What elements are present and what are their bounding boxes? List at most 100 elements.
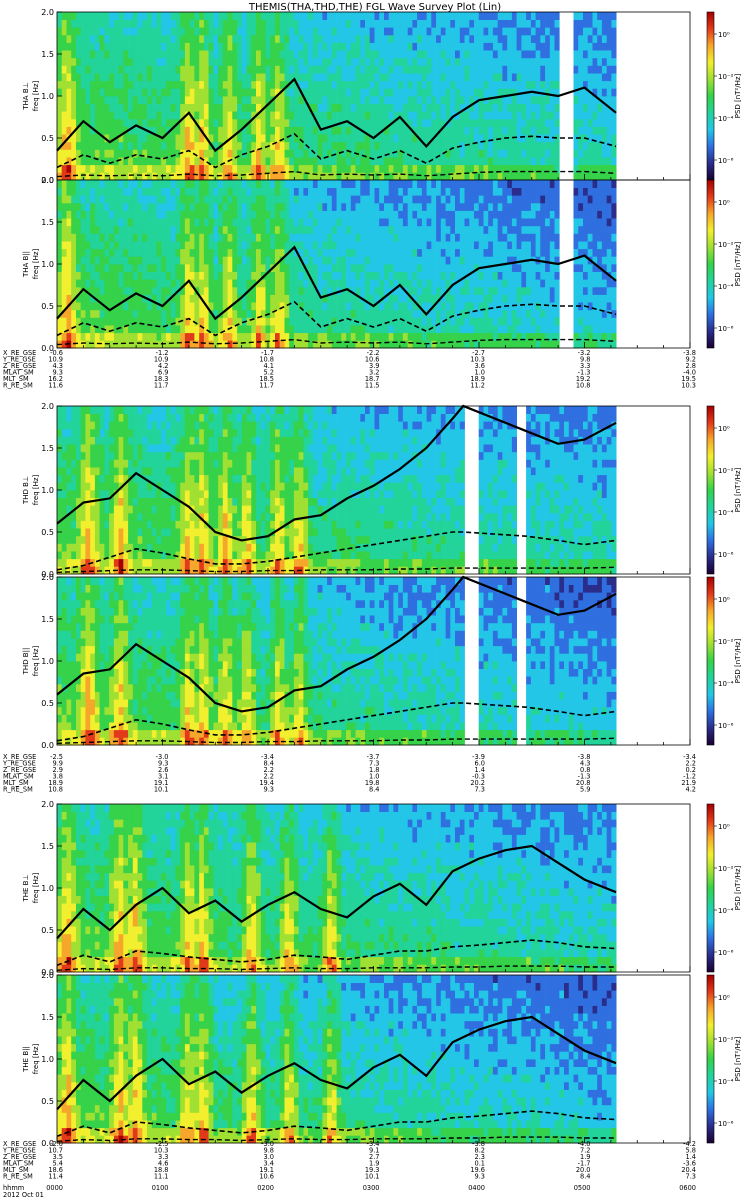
heatmap-cell	[459, 302, 465, 311]
heatmap-cell	[251, 279, 257, 288]
heatmap-cell	[455, 279, 461, 288]
heatmap-cell	[412, 103, 418, 112]
heatmap-cell	[166, 332, 172, 341]
heatmap-cell	[440, 141, 446, 150]
heatmap-cell	[384, 57, 390, 66]
heatmap-cell	[445, 332, 451, 341]
heatmap-cell	[175, 225, 181, 234]
heatmap-cell	[251, 50, 257, 59]
heatmap-cell	[66, 19, 72, 28]
heatmap-cell	[507, 279, 513, 288]
heatmap-cell	[583, 141, 589, 150]
heatmap-cell	[455, 332, 461, 341]
heatmap-cell	[587, 302, 593, 311]
heatmap-cell	[488, 149, 494, 158]
heatmap-cell	[459, 340, 465, 349]
heatmap-cell	[256, 164, 262, 173]
heatmap-cell	[142, 302, 148, 311]
heatmap-cell	[57, 325, 63, 334]
heatmap-cell	[260, 149, 266, 158]
heatmap-cell	[232, 302, 238, 311]
heatmap-cell	[175, 157, 181, 166]
heatmap-cell	[540, 256, 546, 265]
heatmap-cell	[393, 42, 399, 51]
heatmap-cell	[530, 317, 536, 326]
heatmap-cell	[436, 340, 442, 349]
heatmap-cell	[436, 302, 442, 311]
heatmap-cell	[421, 88, 427, 97]
heatmap-cell	[322, 218, 328, 227]
heatmap-cell	[346, 19, 352, 28]
heatmap-cell	[137, 118, 143, 127]
heatmap-cell	[232, 96, 238, 104]
heatmap-cell	[350, 279, 356, 288]
heatmap-cell	[265, 218, 271, 227]
heatmap-cell	[478, 65, 484, 74]
heatmap-cell	[445, 149, 451, 158]
heatmap-cell	[530, 187, 536, 196]
heatmap-cell	[199, 27, 205, 36]
heatmap-cell	[421, 302, 427, 311]
heatmap-cell	[426, 172, 432, 181]
heatmap-cell	[241, 241, 247, 250]
heatmap-cell	[256, 195, 262, 204]
heatmap-cell	[147, 325, 153, 334]
heatmap-cell	[379, 12, 385, 20]
heatmap-cell	[199, 202, 205, 211]
heatmap-cell	[147, 42, 153, 51]
heatmap-cell	[346, 42, 352, 51]
heatmap-cell	[388, 210, 394, 219]
heatmap-cell	[412, 73, 418, 82]
heatmap-cell	[474, 264, 480, 272]
heatmap-cell	[170, 42, 176, 51]
heatmap-cell	[374, 210, 380, 219]
heatmap-cell	[492, 202, 498, 211]
heatmap-cell	[554, 317, 560, 326]
heatmap-cell	[478, 149, 484, 158]
heatmap-cell	[440, 12, 446, 20]
heatmap-cell	[601, 50, 607, 59]
heatmap-cell	[436, 96, 442, 104]
heatmap-cell	[275, 294, 281, 303]
heatmap-cell	[417, 202, 423, 211]
heatmap-cell	[123, 279, 129, 288]
heatmap-cell	[540, 34, 546, 43]
heatmap-cell	[147, 248, 153, 257]
heatmap-cell	[85, 50, 91, 59]
heatmap-cell	[488, 118, 494, 127]
heatmap-cell	[166, 34, 172, 43]
heatmap-cell	[407, 88, 413, 97]
heatmap-cell	[431, 164, 437, 173]
y-tick-label: 1.5	[41, 50, 54, 59]
heatmap-cell	[289, 309, 295, 318]
heatmap-cell	[189, 42, 195, 51]
heatmap-cell	[455, 264, 461, 272]
heatmap-cell	[365, 210, 371, 219]
heatmap-cell	[384, 111, 390, 120]
heatmap-cell	[284, 210, 290, 219]
heatmap-cell	[516, 325, 522, 334]
heatmap-cell	[66, 34, 72, 43]
heatmap-cell	[284, 12, 290, 20]
heatmap-cell	[208, 317, 214, 326]
heatmap-cell	[308, 187, 314, 196]
heatmap-cell	[549, 103, 555, 112]
heatmap-cell	[308, 325, 314, 334]
heatmap-cell	[393, 141, 399, 150]
heatmap-cell	[374, 256, 380, 265]
heatmap-cell	[355, 164, 361, 173]
heatmap-cell	[237, 302, 243, 311]
heatmap-cell	[459, 157, 465, 166]
heatmap-cell	[369, 264, 375, 272]
heatmap-cell	[260, 279, 266, 288]
heatmap-cell	[308, 264, 314, 272]
heatmap-cell	[222, 271, 228, 280]
heatmap-cell	[431, 340, 437, 349]
heatmap-cell	[265, 65, 271, 74]
heatmap-cell	[213, 65, 219, 74]
heatmap-cell	[109, 241, 115, 250]
heatmap-cell	[545, 141, 551, 150]
heatmap-cell	[270, 27, 276, 36]
heatmap-cell	[445, 73, 451, 82]
heatmap-cell	[246, 103, 252, 112]
